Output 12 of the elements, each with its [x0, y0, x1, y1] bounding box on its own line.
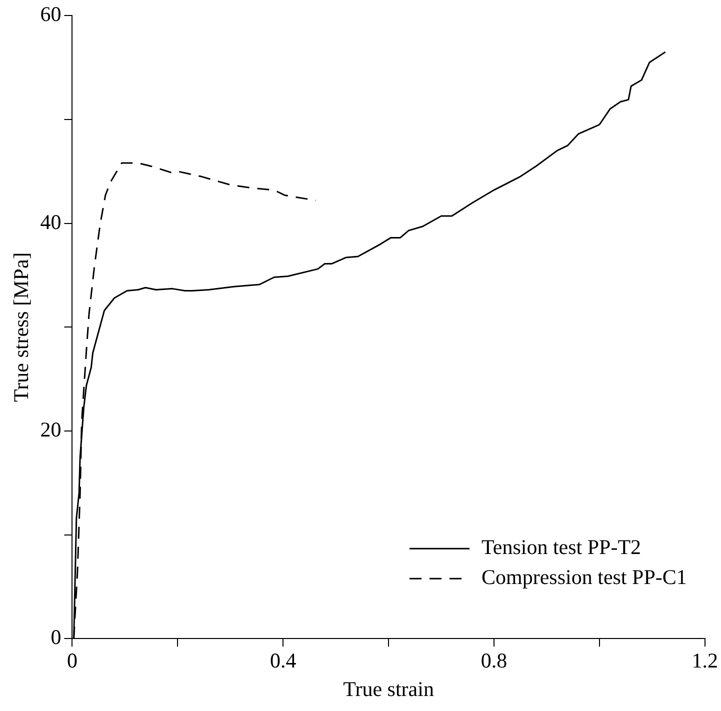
y-tick-label: 0 — [50, 625, 62, 650]
x-tick-label: 0 — [66, 648, 78, 673]
y-axis-title: True stress [MPa] — [9, 252, 34, 402]
x-tick-label: 0.4 — [270, 648, 297, 673]
y-tick-label: 20 — [40, 417, 62, 442]
x-tick-label: 1.2 — [692, 648, 718, 673]
legend-label: Compression test PP-C1 — [482, 565, 687, 590]
legend-label: Tension test PP-T2 — [482, 535, 642, 560]
y-tick-label: 40 — [40, 210, 62, 234]
x-axis-title: True strain — [343, 676, 434, 701]
x-tick-label: 0.8 — [480, 648, 508, 673]
y-tick-label: 60 — [40, 2, 62, 26]
